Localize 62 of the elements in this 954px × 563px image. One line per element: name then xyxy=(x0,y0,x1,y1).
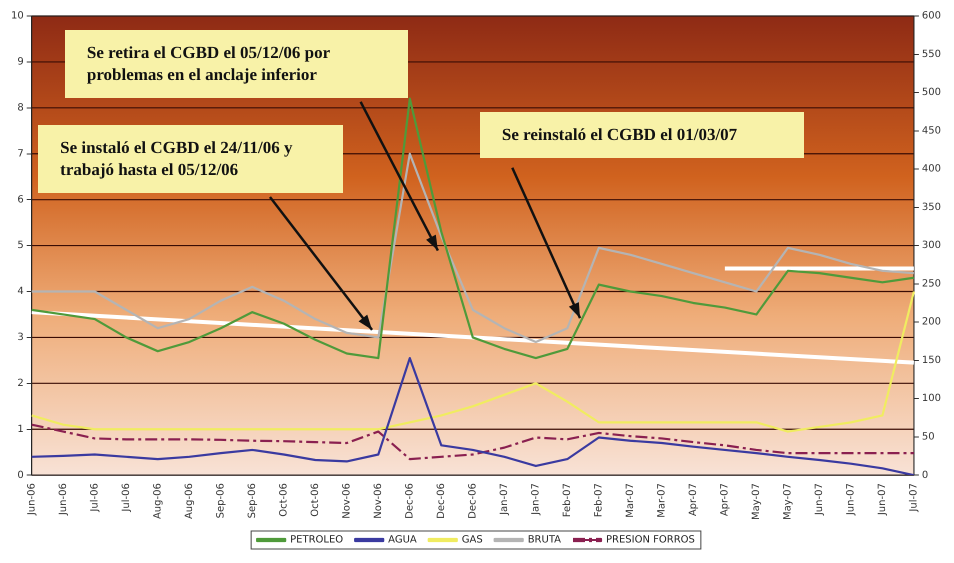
callout-box: Se instaló el CGBD el 24/11/06 y trabajó hasta el 05/12/06 xyxy=(38,124,344,193)
y-tick-label: 8 xyxy=(17,102,24,114)
y2-tick-label: 450 xyxy=(922,125,942,136)
y2-tick-label: 550 xyxy=(922,48,942,60)
x-tick-label: May-07 xyxy=(750,483,762,520)
y2-tick-label: 600 xyxy=(922,10,942,22)
x-tick-label: Jun-07 xyxy=(877,483,888,516)
x-tick-label: Nov-06 xyxy=(341,483,352,519)
x-tick-label: Apr-07 xyxy=(688,483,699,516)
x-tick-label: Jul-06 xyxy=(120,483,132,513)
callout-box: Se retira el CGBD el 05/12/06 por problemas en el anclaje inferior xyxy=(64,30,408,98)
y2-tick-label: 300 xyxy=(922,240,942,252)
x-tick-label: Aug-06 xyxy=(184,483,195,520)
y-tick-label: 3 xyxy=(17,332,24,344)
y-tick-label: 9 xyxy=(17,56,24,68)
x-tick-label: Jan-07 xyxy=(530,483,542,516)
x-tick-label: Jun-07 xyxy=(845,483,856,516)
legend-label: PRESION FORROS xyxy=(606,534,695,546)
x-tick-label: Mar-07 xyxy=(624,483,636,518)
x-tick-label: Dec-06 xyxy=(467,483,478,519)
y-tick-label: 6 xyxy=(17,194,24,206)
y-tick-label: 1 xyxy=(17,424,24,435)
legend-label: BRUTA xyxy=(528,534,562,546)
y2-tick-label: 150 xyxy=(922,354,942,366)
x-tick-label: Dec-06 xyxy=(436,483,447,519)
y2-tick-label: 200 xyxy=(922,316,942,328)
legend-label: PETROLEO xyxy=(290,534,344,546)
x-tick-label: Aug-06 xyxy=(152,483,164,520)
legend-label: AGUA xyxy=(388,534,417,546)
x-tick-label: Mar-07 xyxy=(656,483,668,518)
x-tick-label: Jul-06 xyxy=(89,483,100,513)
x-tick-label: Nov-06 xyxy=(372,483,384,519)
y2-tick-label: 500 xyxy=(922,87,942,98)
x-tick-label: Sep-06 xyxy=(215,483,226,518)
x-tick-label: Dec-06 xyxy=(404,483,416,519)
callout-box: Se reinstaló el CGBD el 01/03/07 xyxy=(480,112,804,158)
x-tick-label: Jun-06 xyxy=(58,483,69,516)
y-tick-label: 4 xyxy=(17,286,24,298)
legend-label: GAS xyxy=(462,534,483,546)
y2-tick-label: 350 xyxy=(922,202,942,213)
y2-tick-label: 50 xyxy=(922,432,935,442)
y2-tick-label: 100 xyxy=(922,393,942,404)
y-tick-label: 0 xyxy=(17,470,24,481)
x-tick-label: Apr-07 xyxy=(719,483,730,516)
x-tick-label: Jul-07 xyxy=(908,483,920,513)
y-tick-label: 7 xyxy=(17,148,24,160)
x-tick-label: Oct-06 xyxy=(278,483,290,517)
y-tick-label: 2 xyxy=(17,378,24,389)
x-tick-label: Jan-07 xyxy=(498,483,510,516)
x-tick-label: Oct-06 xyxy=(310,483,321,517)
x-tick-label: Sep-06 xyxy=(246,483,258,518)
y2-tick-label: 250 xyxy=(922,278,942,290)
x-tick-label: Jun-07 xyxy=(814,483,825,516)
x-tick-label: Feb-07 xyxy=(593,483,604,518)
x-tick-label: Jun-06 xyxy=(26,483,38,516)
y-tick-label: 10 xyxy=(10,10,24,22)
y2-tick-label: 400 xyxy=(922,164,942,175)
line-series xyxy=(30,424,916,460)
y-tick-label: 5 xyxy=(17,240,24,252)
x-tick-label: Feb-07 xyxy=(562,483,573,518)
y2-tick-label: 0 xyxy=(922,470,928,481)
x-tick-label: May-07 xyxy=(782,483,794,520)
